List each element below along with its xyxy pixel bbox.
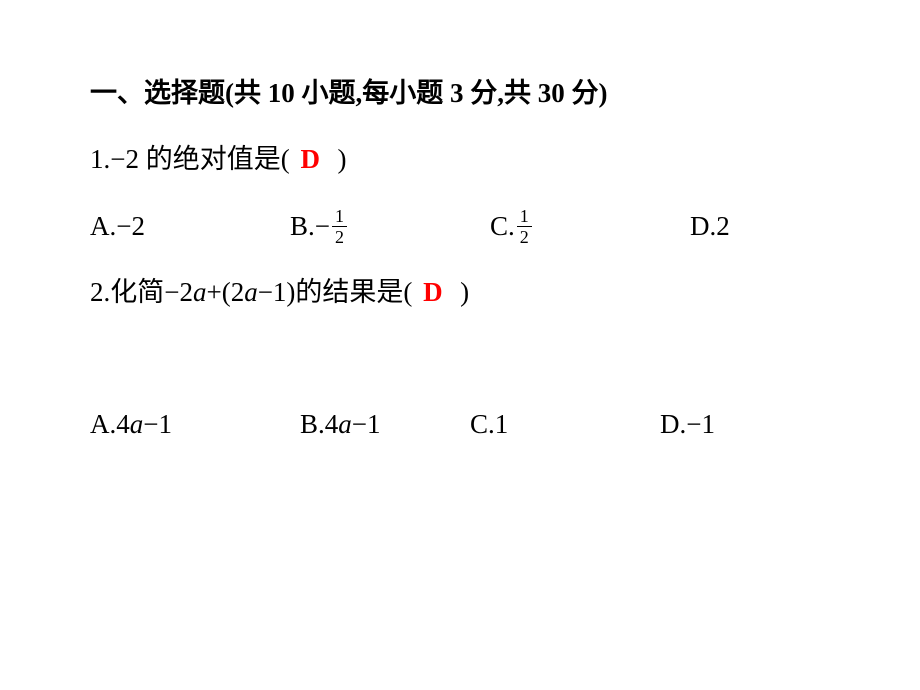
q1-option-b: B. − 1 2: [290, 207, 490, 246]
q2-option-d: D. −1: [660, 409, 715, 440]
option-var: a: [130, 409, 144, 440]
q1-option-c: C. 1 2: [490, 207, 690, 246]
q2-option-b: B. 4 a −1: [300, 409, 470, 440]
option-label: B.: [300, 409, 325, 440]
option-var: a: [338, 409, 352, 440]
fraction-den: 2: [517, 228, 532, 246]
option-label: D.: [690, 211, 716, 242]
q2-option-c: C. 1: [470, 409, 660, 440]
q2-var1: a: [193, 274, 207, 312]
option-coef: 4: [116, 409, 130, 440]
q2-suffix: ): [460, 274, 469, 312]
section-title: 一、选择题(共 10 小题,每小题 3 分,共 30 分): [90, 75, 830, 113]
q1-suffix: ): [337, 141, 346, 179]
option-tail: −1: [143, 409, 172, 440]
q2-mid2: −1)的结果是(: [258, 274, 413, 312]
q1-option-d: D. 2: [690, 211, 730, 242]
option-label: B.: [290, 211, 315, 242]
q2-mid1: +(2: [206, 274, 244, 312]
fraction-den: 2: [332, 228, 347, 246]
fraction-num: 1: [332, 207, 347, 225]
option-value: 1: [495, 409, 509, 440]
spacer: [90, 339, 830, 409]
q2-var2: a: [244, 274, 258, 312]
q2-pre1: 2.化简−2: [90, 274, 193, 312]
fraction-icon: 1 2: [332, 207, 347, 246]
option-label: D.: [660, 409, 686, 440]
q2-stem: 2.化简−2 a +(2 a −1)的结果是( D ): [90, 274, 830, 312]
fraction-icon: 1 2: [517, 207, 532, 246]
q1-prefix: 1.−2 的绝对值是(: [90, 141, 290, 179]
option-value: −1: [686, 409, 715, 440]
q1-option-a: A. −2: [90, 211, 290, 242]
option-value: −2: [116, 211, 145, 242]
q2-options: A. 4 a −1 B. 4 a −1 C. 1 D. −1: [90, 409, 830, 440]
q1-options: A. −2 B. − 1 2 C. 1 2 D. 2: [90, 207, 830, 246]
option-sign: −: [315, 211, 330, 242]
option-label: A.: [90, 409, 116, 440]
option-value: 2: [716, 211, 730, 242]
fraction-num: 1: [517, 207, 532, 225]
option-label: C.: [470, 409, 495, 440]
q2-option-a: A. 4 a −1: [90, 409, 300, 440]
exam-page: 一、选择题(共 10 小题,每小题 3 分,共 30 分) 1.−2 的绝对值是…: [0, 0, 920, 440]
q1-answer: D: [296, 141, 324, 179]
option-label: C.: [490, 211, 515, 242]
option-label: A.: [90, 211, 116, 242]
q1-stem: 1.−2 的绝对值是( D ): [90, 141, 830, 179]
q2-answer: D: [419, 274, 447, 312]
option-tail: −1: [352, 409, 381, 440]
option-coef: 4: [325, 409, 339, 440]
